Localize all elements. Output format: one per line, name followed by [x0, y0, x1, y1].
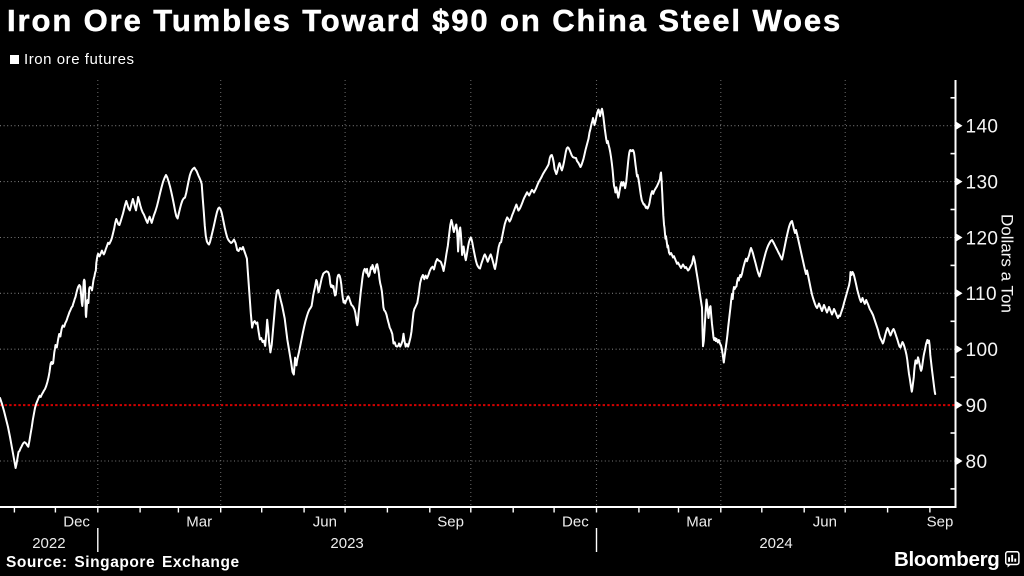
- svg-text:130: 130: [966, 173, 999, 194]
- svg-text:80: 80: [966, 452, 988, 473]
- svg-text:Mar: Mar: [186, 514, 212, 531]
- svg-text:Jun: Jun: [313, 514, 337, 531]
- svg-text:140: 140: [966, 117, 999, 138]
- svg-text:Mar: Mar: [686, 514, 712, 531]
- svg-text:110: 110: [966, 284, 998, 305]
- svg-text:2022: 2022: [32, 535, 65, 552]
- svg-text:90: 90: [966, 396, 988, 417]
- svg-text:2024: 2024: [759, 535, 792, 552]
- svg-text:Jun: Jun: [813, 514, 837, 531]
- svg-text:Dec: Dec: [63, 514, 90, 531]
- svg-text:Dollars a Ton: Dollars a Ton: [998, 214, 1017, 313]
- svg-text:2023: 2023: [330, 535, 363, 552]
- svg-text:Sep: Sep: [927, 514, 954, 531]
- svg-text:120: 120: [966, 228, 999, 249]
- svg-text:Dec: Dec: [562, 514, 589, 531]
- svg-text:Sep: Sep: [437, 514, 464, 531]
- svg-text:100: 100: [966, 340, 999, 361]
